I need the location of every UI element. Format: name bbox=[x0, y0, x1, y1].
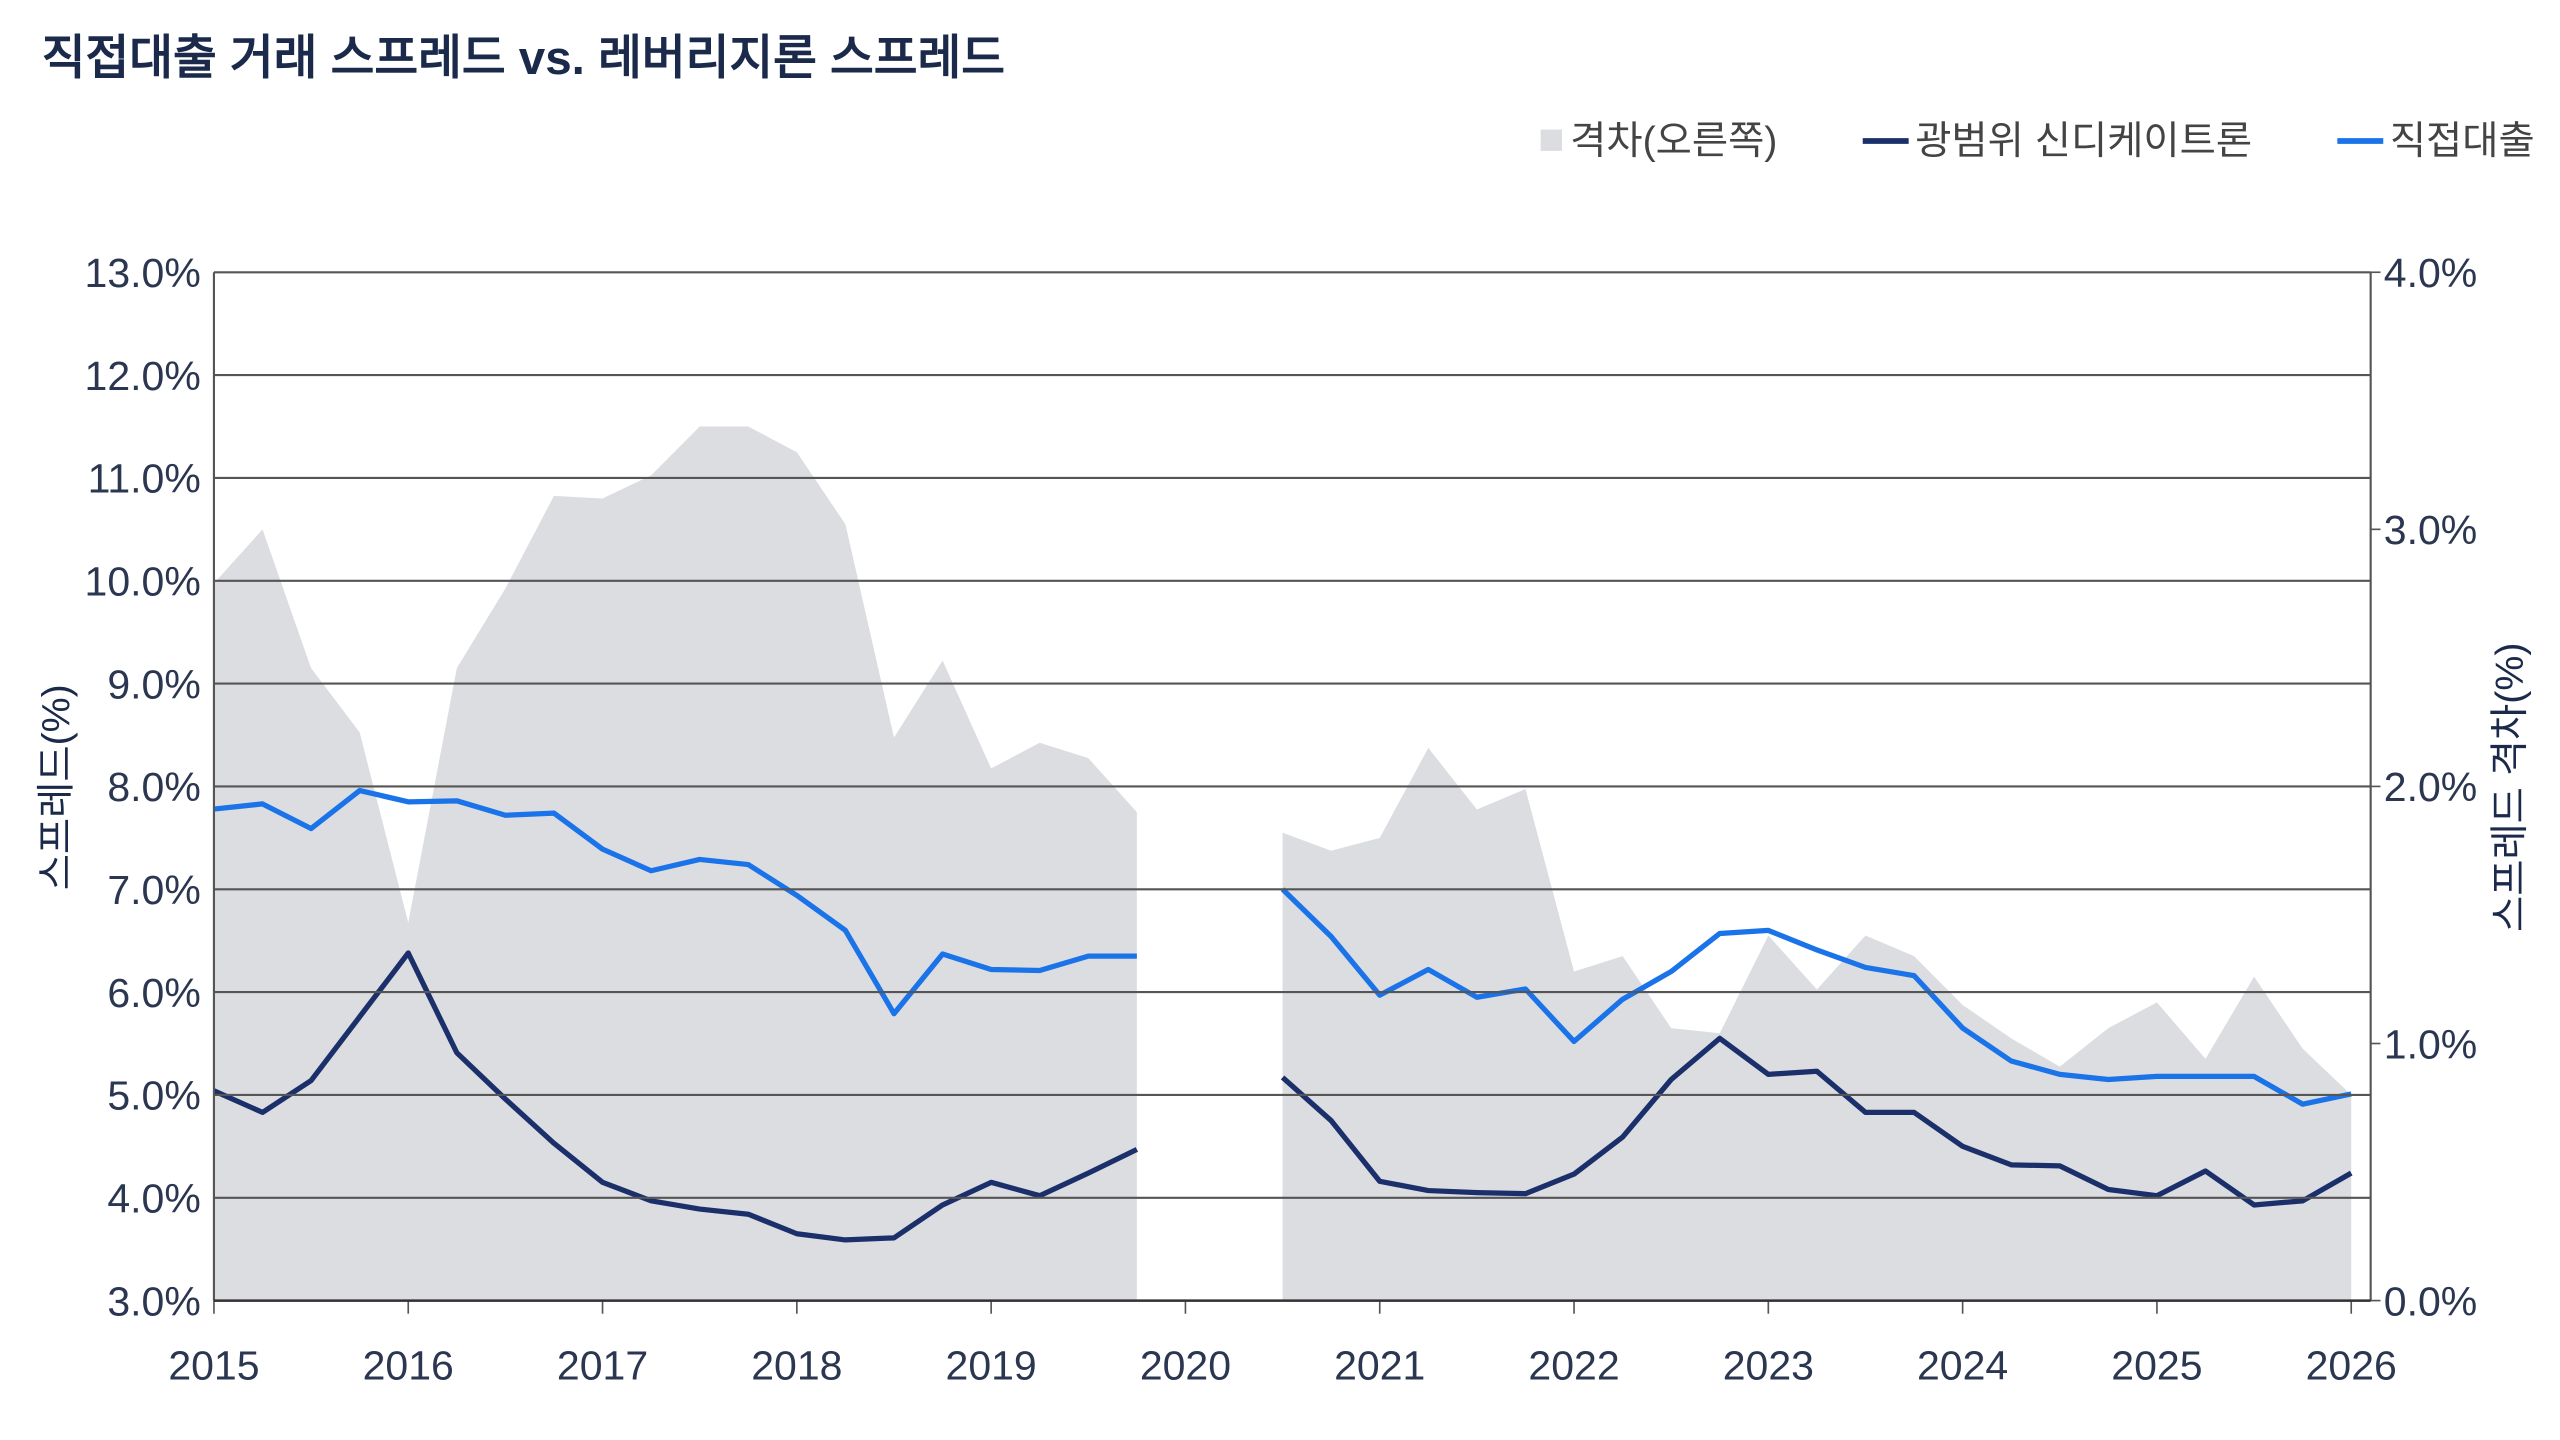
legend-label: 직접대출 bbox=[2390, 119, 2535, 163]
grid bbox=[212, 271, 2381, 1314]
plot bbox=[212, 426, 2353, 1301]
y-tick-label: 8.0% bbox=[107, 764, 200, 810]
series-line bbox=[1280, 887, 2352, 1107]
y-tick-label: 4.0% bbox=[107, 1176, 200, 1222]
x-tick-label: 2022 bbox=[1528, 1342, 1619, 1388]
y2-tick-label: 3.0% bbox=[2384, 507, 2477, 553]
y-tick-label: 9.0% bbox=[107, 661, 200, 707]
x-tick-label: 2026 bbox=[2306, 1342, 2397, 1388]
y-tick-label: 10.0% bbox=[85, 559, 201, 605]
y-tick-label: 7.0% bbox=[107, 867, 200, 913]
x-tick-label: 2017 bbox=[557, 1342, 648, 1388]
legend-swatch bbox=[1540, 129, 1562, 151]
y2-tick-label: 0.0% bbox=[2384, 1278, 2477, 1324]
gap-area bbox=[1282, 747, 2352, 1301]
chart-title: 직접대출 거래 스프레드 vs. 레버리지론 스프레드 bbox=[42, 32, 1005, 85]
legend-label: 격차(오른쪽) bbox=[1570, 119, 1777, 163]
legend-label: 광범위 신디케이트론 bbox=[1915, 119, 2252, 163]
x-tick-label: 2021 bbox=[1334, 1342, 1425, 1388]
legend: 직접대출 광범위 신디케이트론 격차(오른쪽) bbox=[1540, 119, 2535, 163]
y-tick-label: 11.0% bbox=[88, 456, 201, 502]
y-tick-label: 3.0% bbox=[107, 1278, 200, 1324]
y-tick-label: 13.0% bbox=[85, 250, 201, 296]
x-tick-label: 2016 bbox=[363, 1342, 454, 1388]
x-tick-label: 2019 bbox=[946, 1342, 1037, 1388]
y2-tick-label: 2.0% bbox=[2384, 764, 2477, 810]
x-tick-label: 2024 bbox=[1917, 1342, 2008, 1388]
x-tick-label: 2015 bbox=[168, 1342, 259, 1388]
x-tick-label: 2023 bbox=[1723, 1342, 1814, 1388]
y-tick-label: 5.0% bbox=[107, 1073, 200, 1119]
y-tick-label: 12.0% bbox=[85, 353, 201, 399]
y2-tick-label: 4.0% bbox=[2384, 250, 2477, 296]
y2-axis-title: 스프레드 격차(%) bbox=[2488, 643, 2532, 932]
y-tick-label: 6.0% bbox=[107, 970, 200, 1016]
x-tick-label: 2025 bbox=[2111, 1342, 2202, 1388]
y2-tick-label: 1.0% bbox=[2384, 1021, 2477, 1067]
x-tick-label: 2018 bbox=[751, 1342, 842, 1388]
y-axis-title: 스프레드(%) bbox=[35, 684, 79, 890]
series-line bbox=[213, 787, 1137, 1017]
series-line bbox=[1280, 1035, 2353, 1208]
series-line bbox=[212, 950, 1139, 1243]
x-tick-label: 2020 bbox=[1140, 1342, 1231, 1388]
